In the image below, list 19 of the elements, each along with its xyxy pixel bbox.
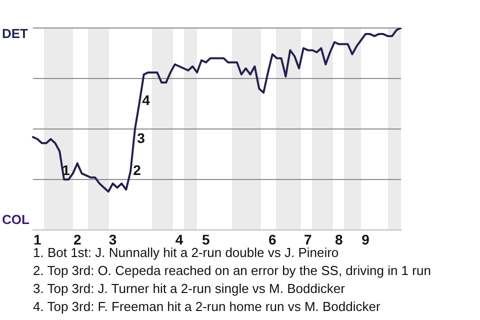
x-tick-label: 4 xyxy=(175,231,184,248)
x-tick-label: 5 xyxy=(202,231,210,248)
text: COL xyxy=(2,212,30,227)
text: DET xyxy=(2,26,28,41)
annotation: 3 xyxy=(136,129,146,147)
x-tick-label: 2 xyxy=(73,231,82,248)
annotation: 4 xyxy=(141,91,151,109)
annotation: 2 xyxy=(132,161,142,179)
text: 2. Top 3rd: O. Cepeda reached on an error by the SS, driving in 1 run xyxy=(33,262,431,280)
text: 1. Bot 1st: J. Nunnally hit a 2-run double vs J. Pineiro xyxy=(33,245,339,260)
x-tick-label: 1 xyxy=(34,231,42,248)
x-tick-label: 6 xyxy=(268,231,277,248)
x-tick-label: 7 xyxy=(304,231,312,248)
x-tick-label: 9 xyxy=(362,231,370,248)
x-tick-label: 3 xyxy=(108,231,117,248)
annotation: 1 xyxy=(61,161,71,179)
x-tick-label: 8 xyxy=(335,231,344,248)
text: 3. Top 3rd: J. Turner hit a 2-run single vs M. Boddicker xyxy=(33,280,346,298)
text: 4. Top 3rd: F. Freeman hit a 2-run home run vs M. Boddicker xyxy=(33,298,382,316)
